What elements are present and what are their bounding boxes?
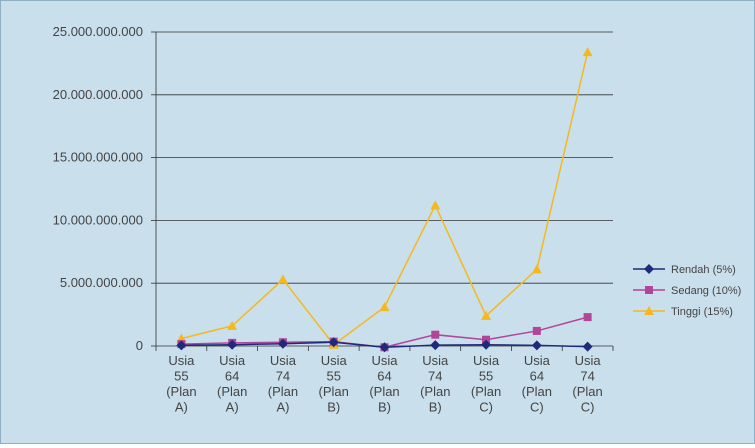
data-point — [277, 274, 288, 284]
legend-label: Rendah (5%) — [671, 264, 736, 276]
y-tick-label: 10.000.000.000 — [53, 212, 143, 227]
x-tick-label-line: A) — [175, 400, 188, 415]
x-tick-label: Usia 74 (Plan A) — [268, 353, 298, 415]
data-point — [328, 337, 339, 348]
x-tick-label-line: Usia — [473, 353, 500, 368]
data-point — [481, 339, 492, 350]
series-lines — [176, 47, 593, 353]
x-tick-label-line: (Plan — [217, 384, 247, 399]
data-point — [583, 313, 592, 322]
legend-item: Sedang (10%) — [633, 285, 741, 297]
legend-swatch-marker — [644, 264, 654, 274]
x-tick-label-line: (Plan — [268, 384, 298, 399]
x-tick-label: Usia 74 (Plan C) — [572, 353, 602, 415]
data-point — [431, 330, 440, 339]
x-tick-label-line: (Plan — [166, 384, 196, 399]
data-point — [277, 338, 288, 349]
x-tick-label: Usia 64 (Plan C) — [522, 353, 552, 415]
legend: Rendah (5%) Sedang (10%) Tinggi (15%) — [633, 264, 741, 318]
x-tick-label: Usia 74 (Plan B) — [420, 353, 450, 415]
legend-swatch-marker — [644, 306, 654, 315]
x-tick-label-line: (Plan — [522, 384, 552, 399]
x-tick-label-line: C) — [581, 400, 595, 415]
data-point — [482, 335, 491, 344]
data-point — [582, 47, 593, 57]
series-line — [181, 51, 589, 346]
data-point — [481, 310, 492, 320]
legend-swatch-marker — [645, 286, 653, 294]
legend-label: Tinggi (15%) — [671, 306, 733, 318]
x-tick-label-line: (Plan — [471, 384, 501, 399]
x-tick-label-line: (Plan — [369, 384, 399, 399]
data-point — [430, 200, 441, 210]
data-point — [176, 340, 187, 351]
legend-label: Sedang (10%) — [671, 285, 741, 297]
x-tick-label-line: Usia — [575, 353, 602, 368]
x-tick-label-line: A) — [226, 400, 239, 415]
gridlines — [156, 31, 613, 284]
x-tick-label-line: Usia — [321, 353, 348, 368]
x-tick-label: Usia 55 (Plan A) — [166, 353, 196, 415]
x-tick-label-line: Usia — [422, 353, 449, 368]
data-point — [379, 342, 390, 353]
data-point — [532, 326, 541, 335]
x-tick-label-line: A) — [276, 400, 289, 415]
x-tick-label-line: C) — [479, 400, 493, 415]
series-2 — [176, 47, 593, 349]
x-tick-label: Usia 55 (Plan C) — [471, 353, 501, 415]
x-tick-label-line: 74 — [276, 369, 290, 384]
data-point — [531, 264, 542, 274]
data-point — [379, 302, 390, 312]
x-tick-label-line: 55 — [174, 369, 188, 384]
data-point — [582, 341, 593, 352]
series-0 — [176, 337, 593, 353]
y-tick-label: 0 — [136, 338, 143, 353]
x-tick-label-line: B) — [378, 400, 391, 415]
data-point — [531, 340, 542, 351]
x-tick-label-line: B) — [327, 400, 340, 415]
legend-item: Tinggi (15%) — [633, 306, 733, 318]
x-tick-label-line: 74 — [428, 369, 442, 384]
x-tick-label-line: B) — [429, 400, 442, 415]
x-tick-label-line: 55 — [326, 369, 340, 384]
x-tick-label-line: 64 — [225, 369, 239, 384]
data-point — [227, 339, 238, 350]
x-tick-label-line: (Plan — [572, 384, 602, 399]
axes: 0 5.000.000.000 10.000.000.000 15.000.000.0… — [53, 24, 614, 415]
x-tick-label-line: 64 — [530, 369, 544, 384]
data-point — [430, 340, 441, 351]
x-tick-label-line: Usia — [270, 353, 297, 368]
x-tick-label: Usia 64 (Plan A) — [217, 353, 247, 415]
x-tick-label-line: Usia — [524, 353, 551, 368]
y-tick-label: 20.000.000.000 — [53, 87, 143, 102]
y-tick-label: 15.000.000.000 — [53, 150, 143, 165]
y-tick-label: 25.000.000.000 — [53, 24, 143, 39]
x-tick-label-line: 74 — [580, 369, 594, 384]
x-tick-label-line: C) — [530, 400, 544, 415]
legend-item: Rendah (5%) — [633, 264, 736, 276]
x-tick-label-line: (Plan — [420, 384, 450, 399]
x-tick-label-line: Usia — [168, 353, 195, 368]
x-tick-label: Usia 55 (Plan B) — [319, 353, 349, 415]
y-tick-label: 5.000.000.000 — [60, 275, 143, 290]
x-tick-label-line: (Plan — [319, 384, 349, 399]
x-tick-label-line: Usia — [371, 353, 398, 368]
x-tick-label-line: 64 — [377, 369, 391, 384]
x-tick-label-line: Usia — [219, 353, 246, 368]
x-tick-label-line: 55 — [479, 369, 493, 384]
data-point — [227, 320, 238, 330]
x-tick-label: Usia 64 (Plan B) — [369, 353, 399, 415]
